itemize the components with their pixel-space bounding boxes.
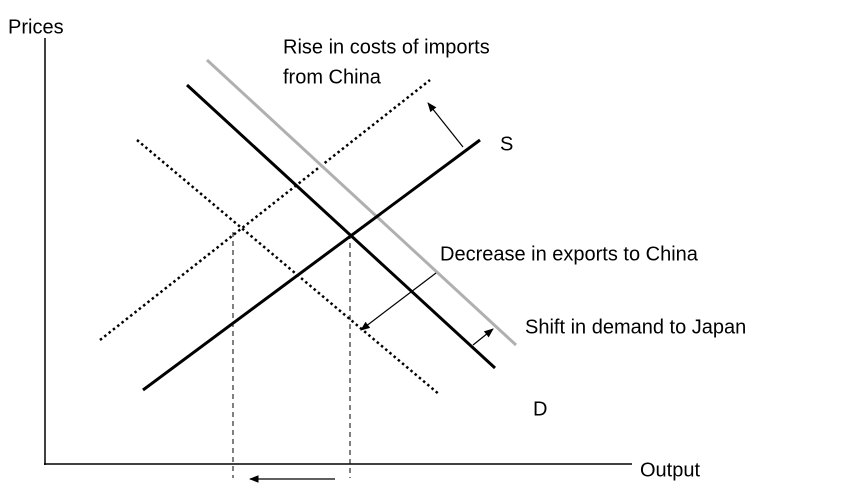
demand-curve bbox=[185, 83, 497, 370]
curve-label: S bbox=[500, 133, 513, 155]
x-axis-label: Output bbox=[640, 459, 700, 481]
curve-label: D bbox=[533, 398, 547, 420]
demand-shifted bbox=[136, 139, 441, 396]
y-axis-label: Prices bbox=[8, 16, 64, 38]
annotation: from China bbox=[283, 66, 382, 88]
demand-japan bbox=[205, 58, 518, 347]
annotation: Decrease in exports to China bbox=[440, 243, 699, 265]
export-shift-arrow bbox=[360, 272, 437, 331]
supply-shifted bbox=[99, 79, 431, 341]
supply-curve bbox=[142, 138, 481, 392]
annotation: Rise in costs of imports bbox=[283, 36, 490, 58]
supply-shift-arrow bbox=[427, 102, 464, 148]
japan-shift-arrow bbox=[472, 328, 494, 346]
annotation: Shift in demand to Japan bbox=[525, 316, 746, 338]
